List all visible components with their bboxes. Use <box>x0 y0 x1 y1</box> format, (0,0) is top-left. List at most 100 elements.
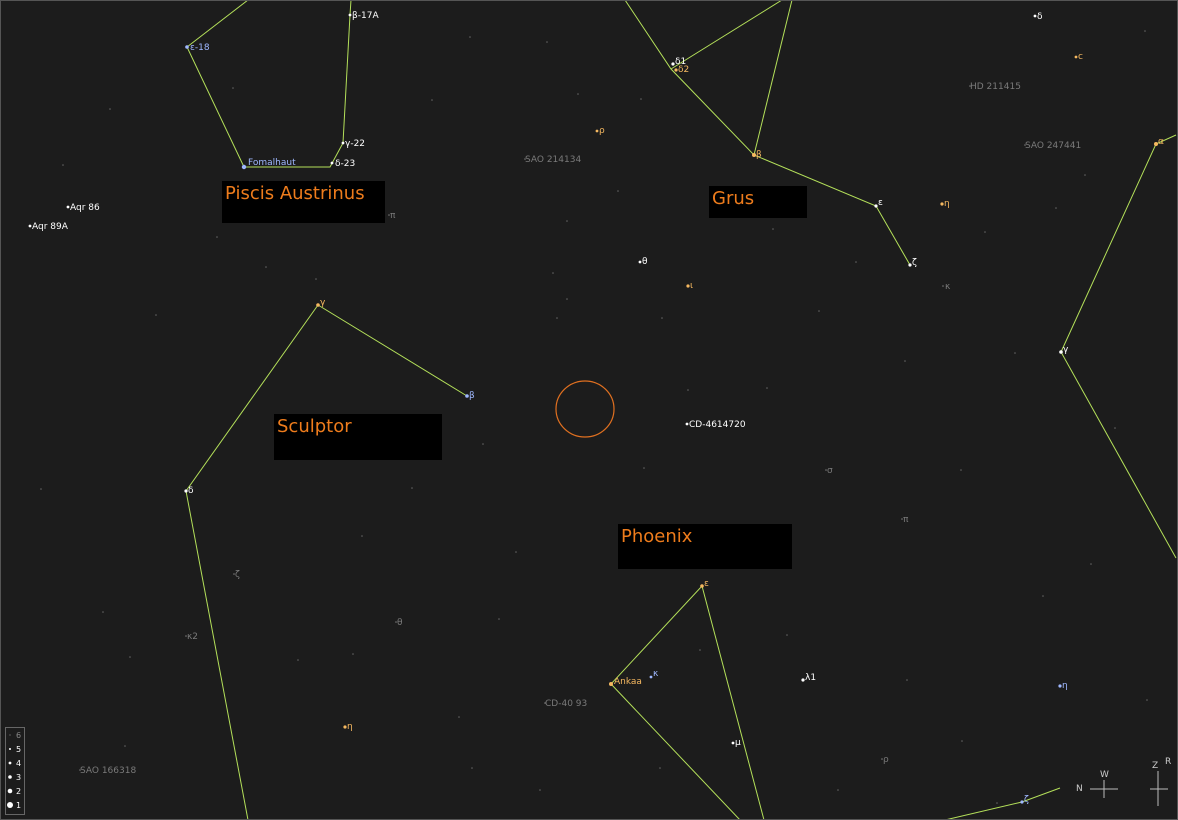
star-label: ε <box>878 198 883 208</box>
star-marker[interactable] <box>28 224 32 228</box>
star-marker[interactable] <box>1154 142 1158 146</box>
field-of-view-circle[interactable] <box>555 380 615 438</box>
star-label: η <box>1062 681 1068 691</box>
star-marker[interactable] <box>233 573 235 575</box>
star-label: β <box>756 150 762 160</box>
star-marker[interactable] <box>700 584 704 588</box>
star-label: SAO 247441 <box>1025 141 1081 151</box>
star-label: γ-22 <box>345 139 365 149</box>
star-marker[interactable] <box>825 469 827 471</box>
compass-zr <box>1150 771 1168 806</box>
star-marker[interactable] <box>330 161 334 165</box>
star-marker[interactable] <box>638 260 642 264</box>
star-marker[interactable] <box>752 153 756 157</box>
star-label: CD-4614720 <box>689 420 746 430</box>
star-label: κ <box>945 282 951 292</box>
star-label: δ2 <box>678 65 689 75</box>
star-marker[interactable] <box>1033 14 1037 18</box>
star-marker[interactable] <box>341 141 345 145</box>
star-label: θ <box>397 618 403 628</box>
star-marker[interactable] <box>731 741 735 745</box>
star-label: κ <box>653 669 659 679</box>
star-marker[interactable] <box>801 678 805 682</box>
star-label: η <box>944 199 950 209</box>
compass-nw <box>1090 780 1118 798</box>
star-marker[interactable] <box>395 621 397 623</box>
star-label: Ankaa <box>614 677 642 687</box>
star-label: β <box>469 391 475 401</box>
star-marker[interactable] <box>343 725 347 729</box>
star-marker[interactable] <box>241 164 247 170</box>
star-label: c <box>1078 52 1083 62</box>
star-marker[interactable] <box>66 205 70 209</box>
star-marker[interactable] <box>674 68 678 72</box>
legend-star-marker <box>7 802 13 808</box>
star-label: κ2 <box>187 632 198 642</box>
star-marker[interactable] <box>671 62 675 66</box>
star-marker[interactable] <box>649 675 653 679</box>
tucana-lines <box>1060 134 1177 559</box>
star-marker[interactable] <box>942 285 944 287</box>
legend-star-marker <box>7 788 13 794</box>
legend-magnitude-label: 3 <box>16 773 21 782</box>
star-label: γ <box>1063 345 1069 355</box>
constellation-label-sculptor: Sculptor <box>274 414 442 460</box>
star-label: ρ <box>883 755 889 765</box>
star-label: π <box>903 515 909 525</box>
compass-west-label: W <box>1100 770 1109 780</box>
star-marker[interactable] <box>595 129 599 133</box>
legend-star-marker <box>8 761 12 765</box>
star-label: λ1 <box>805 673 816 683</box>
star-label: θ <box>642 257 648 267</box>
star-marker[interactable] <box>940 202 944 206</box>
compass-zenith-label: Z <box>1152 761 1158 771</box>
legend-magnitude-label: 6 <box>16 731 21 740</box>
star-marker[interactable] <box>185 45 189 49</box>
constellation-label-phoenix: Phoenix <box>618 524 792 569</box>
star-marker[interactable] <box>686 284 690 288</box>
star-marker[interactable] <box>544 702 546 704</box>
star-marker[interactable] <box>609 682 613 686</box>
star-marker[interactable] <box>465 394 469 398</box>
star-marker[interactable] <box>185 635 187 637</box>
constellation-label-piscis-austrinus: Piscis Austrinus <box>222 181 385 223</box>
star-label: δ <box>188 486 194 496</box>
star-marker[interactable] <box>1074 55 1078 59</box>
legend-magnitude-label: 1 <box>16 801 21 810</box>
star-marker[interactable] <box>969 85 971 87</box>
star-marker[interactable] <box>881 758 883 760</box>
star-label: ι <box>690 281 693 291</box>
star-label: Aqr 89A <box>32 222 69 232</box>
star-marker[interactable] <box>79 769 81 771</box>
star-label: ζ <box>1024 795 1029 805</box>
star-marker[interactable] <box>908 263 912 267</box>
background-stars <box>40 30 1148 804</box>
compass-north-label: N <box>1076 784 1083 794</box>
star-label: Aqr 86 <box>70 203 100 213</box>
star-marker[interactable] <box>1020 800 1024 804</box>
star-marker[interactable] <box>184 489 188 493</box>
star-marker[interactable] <box>524 158 526 160</box>
star-marker[interactable] <box>901 518 903 520</box>
star-label: ε <box>704 579 709 589</box>
star-label: δ <box>1037 12 1043 22</box>
star-label: CD-40 93 <box>545 699 587 709</box>
constellation-lines <box>185 0 1177 820</box>
star-marker[interactable] <box>685 422 689 426</box>
star-marker[interactable] <box>1059 350 1063 354</box>
star-marker[interactable] <box>1058 684 1062 688</box>
star-marker[interactable] <box>1024 144 1026 146</box>
star-marker[interactable] <box>388 214 390 216</box>
constellation-label-grus: Grus <box>709 186 807 218</box>
star-label: ρ <box>599 126 605 136</box>
star-label: ε-18 <box>190 43 210 53</box>
star-marker[interactable] <box>348 13 352 17</box>
legend-star-marker <box>9 734 11 736</box>
legend-magnitude-label: 4 <box>16 759 21 768</box>
grus-lines-2 <box>670 0 783 70</box>
star-marker[interactable] <box>316 303 320 307</box>
star-marker[interactable] <box>874 204 878 208</box>
legend-magnitude-label: 5 <box>16 745 21 754</box>
